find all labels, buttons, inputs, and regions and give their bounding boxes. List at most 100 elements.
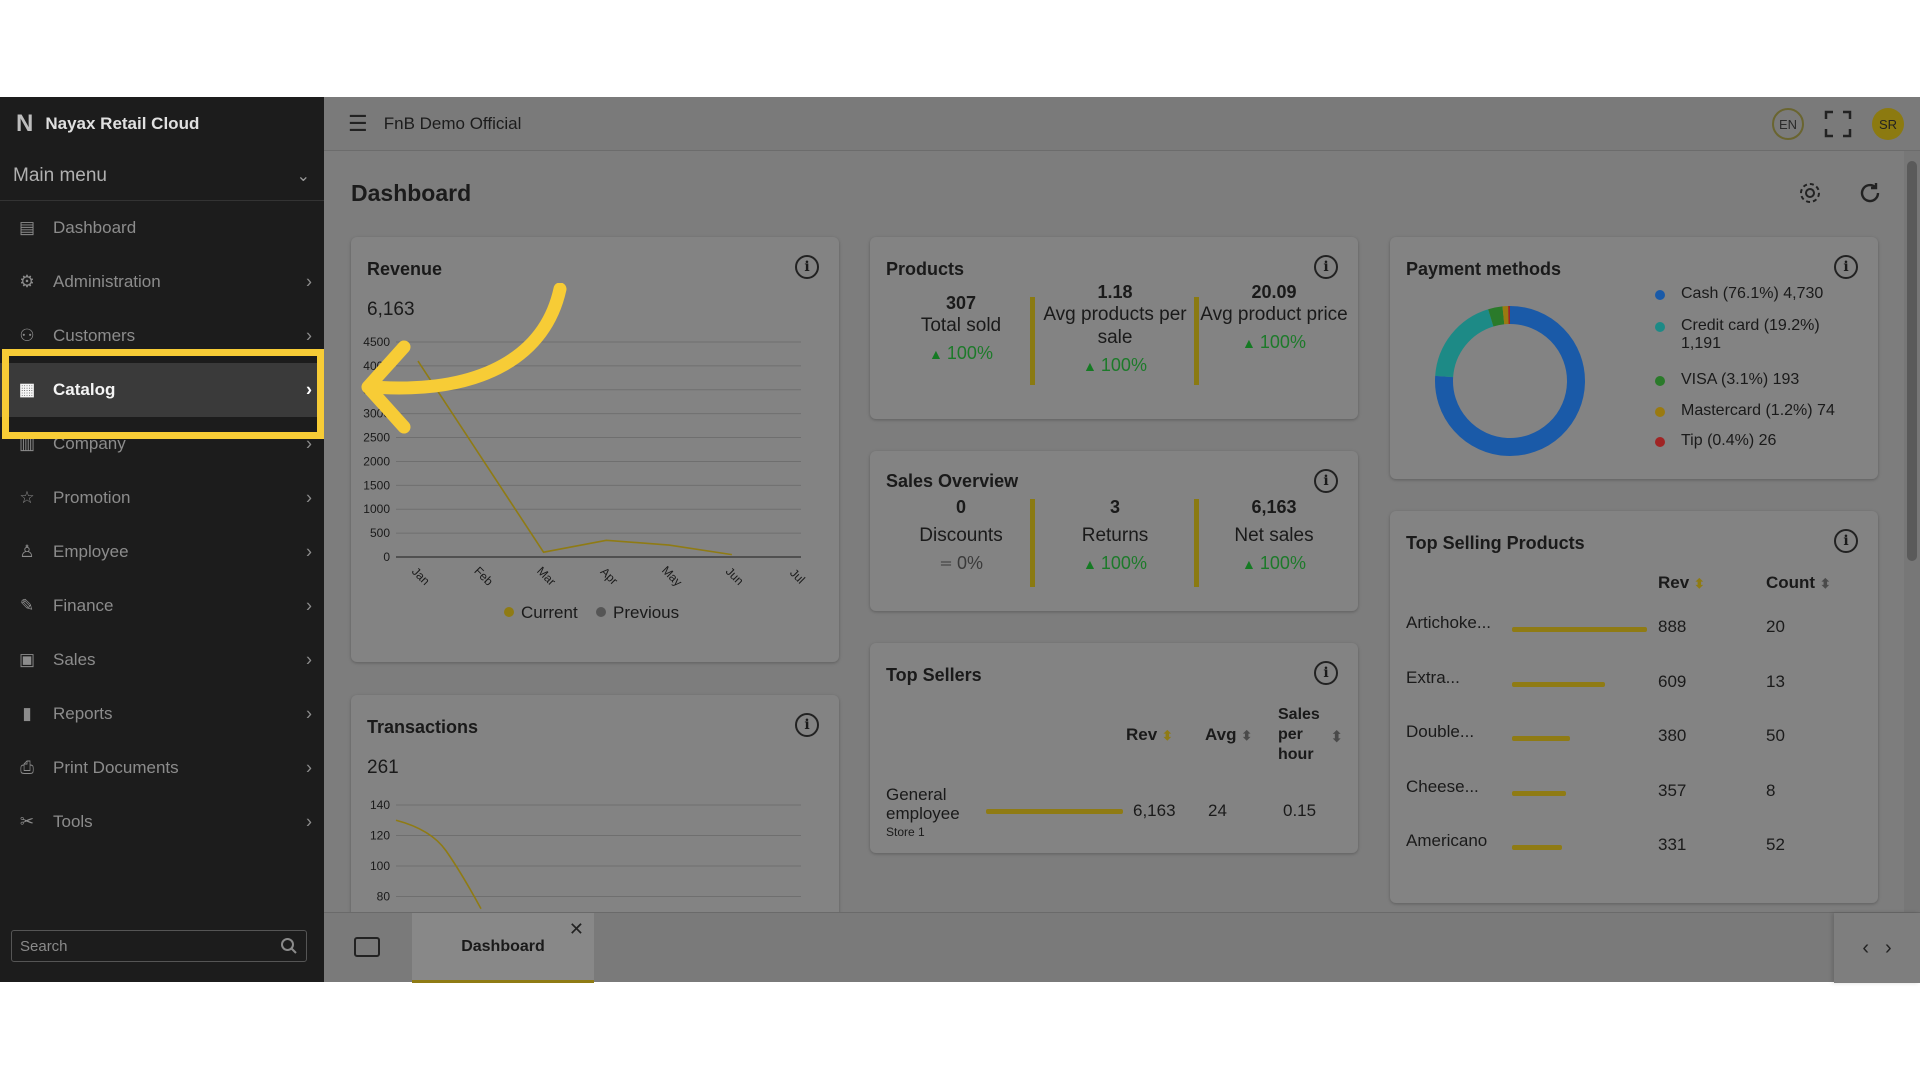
sidebar-item-label: Dashboard bbox=[53, 218, 137, 237]
chevron-right-icon: › bbox=[306, 271, 312, 292]
sidebar-search-input[interactable]: Search bbox=[11, 930, 307, 962]
brand[interactable]: N Nayax Retail Cloud bbox=[0, 97, 324, 151]
x-tick-label: Jul bbox=[787, 566, 808, 587]
chevron-left-icon[interactable]: ‹ bbox=[1862, 936, 1869, 959]
metric-label: Avg product price bbox=[1200, 304, 1348, 325]
windows-icon[interactable] bbox=[354, 937, 380, 957]
dashboard-content: Dashboard Revenue i 6,163 0 500 1000 1500 20… bbox=[324, 151, 1920, 982]
tab-dashboard[interactable]: Dashboard ✕ bbox=[412, 913, 594, 983]
scrollbar-thumb[interactable] bbox=[1907, 161, 1917, 561]
sidebar-item-administration[interactable]: ⚙ Administration › bbox=[0, 255, 324, 309]
language-selector[interactable]: EN bbox=[1772, 108, 1804, 140]
close-icon[interactable]: ✕ bbox=[568, 919, 584, 939]
net-sales-metric: 6,163 Net sales ▲ 100% bbox=[1199, 497, 1349, 574]
col-rev-header[interactable]: Rev ⬍ bbox=[1658, 573, 1705, 593]
sidebar-item-promotion[interactable]: ☆ Promotion › bbox=[0, 471, 324, 525]
main-scrollbar[interactable] bbox=[1904, 151, 1920, 931]
metric-value: 20.09 bbox=[1251, 282, 1297, 302]
legend-dot bbox=[1655, 407, 1665, 417]
user-avatar[interactable]: SR bbox=[1872, 108, 1904, 140]
metric-value: 1.18 bbox=[1097, 282, 1133, 302]
total-sold-metric: 307 Total sold ▲ 100% bbox=[886, 293, 1036, 364]
chevron-right-icon: › bbox=[306, 325, 312, 346]
sidebar-item-catalog[interactable]: ▦ Catalog › bbox=[0, 363, 324, 417]
product-count: 20 bbox=[1766, 617, 1785, 636]
col-sales-per-hour-header[interactable]: Sales per hour bbox=[1278, 705, 1322, 765]
x-tick-label: Apr bbox=[598, 565, 621, 588]
y-tick-label: 4500 bbox=[363, 337, 390, 349]
transactions-info-icon[interactable]: i bbox=[795, 713, 819, 737]
revenue-info-icon[interactable]: i bbox=[795, 255, 819, 279]
divider bbox=[1030, 499, 1035, 587]
sidebar-item-customers[interactable]: ⚇ Customers › bbox=[0, 309, 324, 363]
sidebar-item-label: Print Documents bbox=[53, 758, 179, 777]
chevron-right-icon: › bbox=[306, 433, 312, 454]
metric-change: ▲ 100% bbox=[1199, 332, 1349, 353]
divider bbox=[1030, 297, 1035, 385]
sidebar-item-dashboard[interactable]: ▤ Dashboard bbox=[0, 201, 324, 255]
sort-icon[interactable]: ⬍ bbox=[1330, 729, 1344, 746]
seller-avg: 24 bbox=[1208, 801, 1227, 820]
col-rev-header[interactable]: Rev ⬍ bbox=[1126, 725, 1173, 745]
transactions-card: Transactions i 261 80 100 120 140 bbox=[351, 695, 839, 935]
legend-label: VISA (3.1%) 193 bbox=[1681, 371, 1800, 388]
chevron-right-icon: › bbox=[306, 595, 312, 616]
brand-name: Nayax Retail Cloud bbox=[45, 114, 200, 133]
sidebar-item-label: Administration bbox=[53, 272, 161, 291]
col-avg-header[interactable]: Avg ⬍ bbox=[1205, 725, 1252, 745]
hamburger-menu-icon[interactable]: ☰ bbox=[348, 110, 368, 136]
y-tick-label: 0 bbox=[383, 550, 390, 564]
fullscreen-icon[interactable] bbox=[1824, 110, 1852, 138]
sidebar-item-reports[interactable]: ▮ Reports › bbox=[0, 687, 324, 741]
sidebar-item-print-documents[interactable]: ⎙ Print Documents › bbox=[0, 741, 324, 795]
search-placeholder: Search bbox=[20, 937, 68, 955]
y-tick-label: 2500 bbox=[363, 431, 390, 445]
product-rev: 380 bbox=[1658, 726, 1687, 745]
person-icon: ♙ bbox=[19, 542, 35, 561]
product-count: 52 bbox=[1766, 835, 1785, 854]
users-icon: ⚇ bbox=[19, 326, 35, 345]
settings-gear-icon[interactable] bbox=[1798, 181, 1822, 205]
tab-label: Dashboard bbox=[461, 937, 545, 955]
legend-label: Credit card (19.2%) 1,191 bbox=[1681, 317, 1820, 352]
legend-label-current: Current bbox=[521, 603, 578, 622]
legend-label-previous: Previous bbox=[613, 603, 679, 622]
sidebar-item-finance[interactable]: ✎ Finance › bbox=[0, 579, 324, 633]
sidebar-item-employee[interactable]: ♙ Employee › bbox=[0, 525, 324, 579]
refresh-icon[interactable] bbox=[1858, 181, 1882, 205]
chevron-right-icon: › bbox=[306, 379, 312, 400]
chevron-right-icon[interactable]: › bbox=[1885, 936, 1892, 959]
seller-sph: 0.15 bbox=[1283, 801, 1317, 820]
sidebar: N Nayax Retail Cloud Main menu ⌄ ▤ Dashbo… bbox=[0, 97, 324, 982]
chevron-right-icon: › bbox=[306, 811, 312, 832]
metric-change: ▲ 100% bbox=[1035, 553, 1195, 574]
main-menu-toggle[interactable]: Main menu ⌄ bbox=[0, 151, 324, 201]
divider bbox=[1194, 297, 1199, 385]
top-selling-info-icon[interactable]: i bbox=[1834, 529, 1858, 553]
legend-dot-current bbox=[504, 607, 514, 617]
products-info-icon[interactable]: i bbox=[1314, 255, 1338, 279]
legend-label: Cash (76.1%) 4,730 bbox=[1681, 285, 1824, 302]
main-menu-title: Main menu bbox=[13, 164, 107, 186]
sidebar-item-company[interactable]: ▥ Company › bbox=[0, 417, 324, 471]
discounts-metric: 0 Discounts ＝ 0% bbox=[886, 497, 1036, 574]
product-name: Cheese... bbox=[1406, 776, 1479, 796]
product-rev-bar bbox=[1512, 681, 1605, 687]
pointer-arrow-annotation bbox=[361, 283, 567, 434]
legend-dot-previous bbox=[596, 607, 606, 617]
legend-dot bbox=[1655, 437, 1665, 447]
sales-overview-info-icon[interactable]: i bbox=[1314, 469, 1338, 493]
sidebar-item-tools[interactable]: ✂ Tools › bbox=[0, 795, 324, 849]
header-label: Rev bbox=[1126, 725, 1158, 744]
product-rev-bar bbox=[1512, 736, 1570, 741]
receipt-icon: ▣ bbox=[18, 650, 36, 669]
y-tick-label: 1000 bbox=[363, 502, 390, 516]
change-value: 100% bbox=[946, 343, 993, 363]
top-sellers-info-icon[interactable]: i bbox=[1314, 661, 1338, 685]
col-count-header[interactable]: Count ⬍ bbox=[1766, 573, 1831, 593]
y-tick-label: 120 bbox=[370, 829, 390, 843]
chevron-right-icon: › bbox=[306, 649, 312, 670]
sidebar-item-sales[interactable]: ▣ Sales › bbox=[0, 633, 324, 687]
sidebar-item-label: Finance bbox=[53, 596, 114, 615]
payment-methods-info-icon[interactable]: i bbox=[1834, 255, 1858, 279]
